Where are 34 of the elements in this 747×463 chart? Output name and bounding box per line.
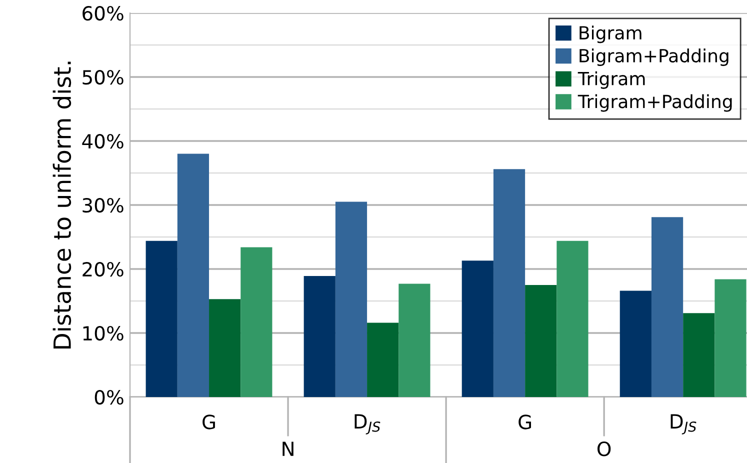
- bar: [620, 290, 652, 397]
- y-tick-label: 30%: [82, 198, 124, 213]
- legend-label: Bigram+Padding: [580, 48, 728, 66]
- bar: [177, 154, 210, 397]
- legend-label: Bigram: [580, 26, 642, 44]
- y-tick-label: 60%: [82, 6, 124, 21]
- bar: [525, 285, 557, 397]
- x-tick-label: D$_{JS}$: [354, 414, 380, 434]
- y-tick-label: 0%: [94, 390, 124, 405]
- bar: [304, 276, 336, 397]
- bar: [209, 299, 241, 397]
- bar: [714, 279, 746, 397]
- legend-label: Trigram+Padding: [578, 94, 732, 112]
- bar: [462, 260, 494, 397]
- y-tick-label: 10%: [83, 326, 124, 341]
- bar: [367, 322, 399, 397]
- y-tick-label: 40%: [82, 134, 124, 149]
- bar: [683, 313, 715, 397]
- bar: [398, 284, 430, 397]
- y-tick-label: 20%: [82, 262, 124, 277]
- bar: [240, 247, 272, 397]
- x-tick-label: G: [518, 414, 531, 430]
- x-tick-label: D$_{JS}$: [670, 414, 696, 434]
- y-axis-title: Distance to uniform dist.: [52, 62, 72, 348]
- bar: [335, 202, 368, 397]
- bar: [146, 240, 178, 397]
- bar: [651, 217, 684, 397]
- y-tick-label: 50%: [82, 70, 124, 85]
- text: N: [282, 442, 294, 456]
- bar: [556, 240, 588, 397]
- bar: [493, 169, 526, 397]
- legend-label: Trigram: [578, 71, 645, 89]
- text: O: [598, 442, 611, 456]
- x-tick-label: G: [202, 414, 215, 430]
